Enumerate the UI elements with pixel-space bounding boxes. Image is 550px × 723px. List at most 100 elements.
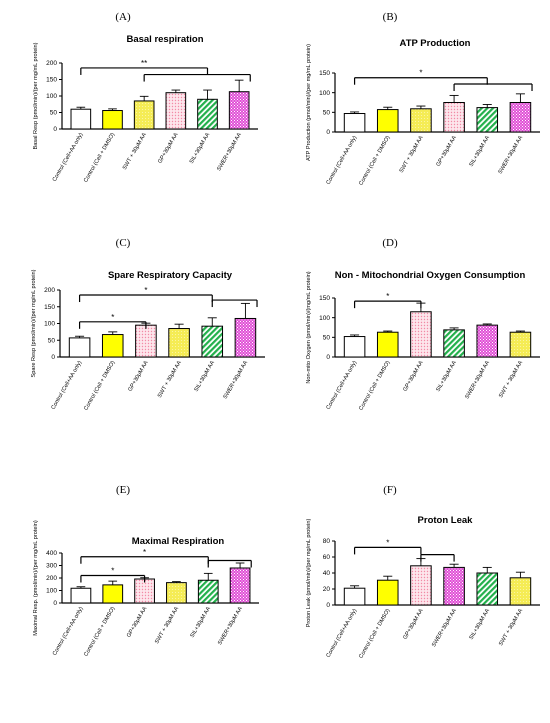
panel-label: (E) xyxy=(116,484,130,496)
significance-label: * xyxy=(386,292,389,301)
x-tick-label: SIL+30μM AA xyxy=(194,360,217,393)
x-tick-label: GP+30μM AA xyxy=(157,132,179,165)
significance-bracket xyxy=(420,553,455,562)
bar-sil-30-m-aa xyxy=(476,107,499,133)
x-tick-label: Control (Cell+AA only) xyxy=(52,132,85,183)
panel-label: (B) xyxy=(383,11,398,23)
y-axis-label: Spare Resp (pmol/min)/(per mg/mL protein… xyxy=(31,269,37,377)
x-tick-label: SWT + 30μM AA xyxy=(498,608,524,647)
bar-swer-30-m-aa xyxy=(234,317,257,358)
significance-bracket: * xyxy=(353,292,422,309)
x-tick-label: SWT + 30μM AA xyxy=(154,606,180,645)
bar-sil-30-m-aa xyxy=(476,572,499,606)
bar-swt-30-m-aa xyxy=(133,100,155,130)
y-tick-label: 0 xyxy=(326,602,330,609)
y-tick-label: 200 xyxy=(46,575,57,582)
panel-label: (F) xyxy=(383,484,397,496)
x-tick-label: GP+30μM AA xyxy=(126,606,148,639)
y-tick-label: 0 xyxy=(326,129,330,136)
bar-control-cell-dmso xyxy=(101,334,124,358)
significance-bracket: ** xyxy=(80,59,209,75)
x-tick-label: SWER+30μM AA xyxy=(216,132,243,172)
bar-control-cell-dmso xyxy=(376,109,399,133)
bar-swer-30-m-aa xyxy=(509,102,532,133)
x-tick-label: Control (Cell+AA only) xyxy=(326,608,359,659)
y-tick-label: 150 xyxy=(44,304,55,311)
x-tick-label: Control (Cell + DMSO) xyxy=(358,608,391,660)
y-tick-label: 80 xyxy=(323,538,331,545)
significance-bracket xyxy=(207,559,252,568)
chart-title: ATP Production xyxy=(400,38,471,49)
bar-control-cell-dmso xyxy=(102,584,124,604)
y-axis-label: Proton Leak (pmol/min)/(per mg/mL protei… xyxy=(306,519,312,628)
y-tick-label: 60 xyxy=(323,554,331,561)
panel-label: (C) xyxy=(116,237,131,249)
x-tick-label: SWT + 30μM AA xyxy=(157,360,183,399)
y-axis-label: Non-mito Oxygen (pmol/min)/(mg/mL protei… xyxy=(306,271,312,383)
y-tick-label: 100 xyxy=(46,588,57,595)
significance-label: * xyxy=(143,548,146,557)
x-tick-label: Control (Cell + DMSO) xyxy=(358,135,391,187)
x-tick-label: SIL+30μM AA xyxy=(189,132,212,165)
bar-control-cell-aa-only xyxy=(70,587,92,604)
significance-label: ** xyxy=(141,59,147,68)
bar-swer-30-m-aa xyxy=(476,324,499,358)
x-tick-label: Control (Cell+AA only) xyxy=(326,135,359,186)
significance-bracket xyxy=(453,83,533,92)
panel-c: (C) Spare Respiratory Capacity 0 50 100 150 20… xyxy=(31,237,265,412)
bar-sil-30-m-aa xyxy=(201,325,224,358)
y-tick-label: 100 xyxy=(319,315,330,322)
x-tick-label: Control (Cell+AA only) xyxy=(326,360,359,411)
y-tick-label: 200 xyxy=(46,60,57,67)
bar-control-cell-aa-only xyxy=(68,337,91,358)
x-tick-label: Control (Cell+AA only) xyxy=(51,360,84,411)
y-tick-label: 0 xyxy=(53,126,57,133)
bar-swt-30-m-aa xyxy=(166,582,187,604)
y-tick-label: 400 xyxy=(46,550,57,557)
y-tick-label: 0 xyxy=(53,600,57,607)
bar-sil-30-m-aa xyxy=(197,579,219,604)
x-tick-label: SWT + 30μM AA xyxy=(498,360,524,399)
y-axis-label: Basal Resp (pmol/min)/(per mg/mL protein… xyxy=(33,42,39,149)
panel-d: (D) Non - Mitochondrial Oxygen Consumptio… xyxy=(306,237,540,412)
y-tick-label: 100 xyxy=(44,321,55,328)
bar-swer-30-m-aa xyxy=(229,567,251,604)
x-tick-label: SWER+30μM AA xyxy=(223,360,250,400)
y-tick-label: 50 xyxy=(50,110,58,117)
chart-title: Spare Respiratory Capacity xyxy=(108,270,233,281)
bar-control-cell-dmso xyxy=(376,579,399,606)
y-tick-label: 0 xyxy=(326,354,330,361)
y-tick-label: 50 xyxy=(323,110,331,117)
significance-bracket: * xyxy=(353,538,422,555)
y-tick-label: 100 xyxy=(46,93,57,100)
significance-bracket: * xyxy=(78,313,147,329)
y-tick-label: 150 xyxy=(319,295,330,302)
chart-title: Maximal Respiration xyxy=(132,536,225,547)
bar-control-cell-aa-only xyxy=(343,113,366,133)
significance-bracket xyxy=(143,73,251,82)
bar-swt-30-m-aa xyxy=(410,108,432,133)
x-tick-label: SIL+30μM AA xyxy=(435,360,458,393)
bar-gp-30-m-aa xyxy=(410,565,432,606)
x-tick-label: GP+30μM AA xyxy=(127,360,149,393)
chart-title: Non - Mitochondrial Oxygen Consumption xyxy=(335,270,526,281)
x-tick-label: GP+30μM AA xyxy=(402,360,424,393)
y-tick-label: 40 xyxy=(323,570,331,577)
bar-gp-30-m-aa xyxy=(134,578,155,604)
y-tick-label: 100 xyxy=(319,90,330,97)
significance-label: * xyxy=(386,538,389,547)
x-tick-label: SIL+30μM AA xyxy=(469,608,492,641)
bar-swer-30-m-aa xyxy=(228,91,250,130)
y-axis-label: ATP Production (pmol/min)/(per mg/mL pro… xyxy=(306,44,312,161)
significance-bracket: * xyxy=(78,286,213,303)
panel-label: (D) xyxy=(382,237,398,249)
y-tick-label: 150 xyxy=(319,70,330,77)
x-tick-label: SIL+30μM AA xyxy=(190,606,213,639)
bar-swt-30-m-aa xyxy=(168,328,190,358)
bar-control-cell-aa-only xyxy=(70,108,92,130)
chart-title: Basal respiration xyxy=(126,34,203,45)
y-tick-label: 0 xyxy=(51,354,55,361)
bar-control-cell-aa-only xyxy=(343,336,366,358)
x-tick-label: Control (Cell + DMSO) xyxy=(83,606,116,658)
significance-label: * xyxy=(111,567,114,576)
